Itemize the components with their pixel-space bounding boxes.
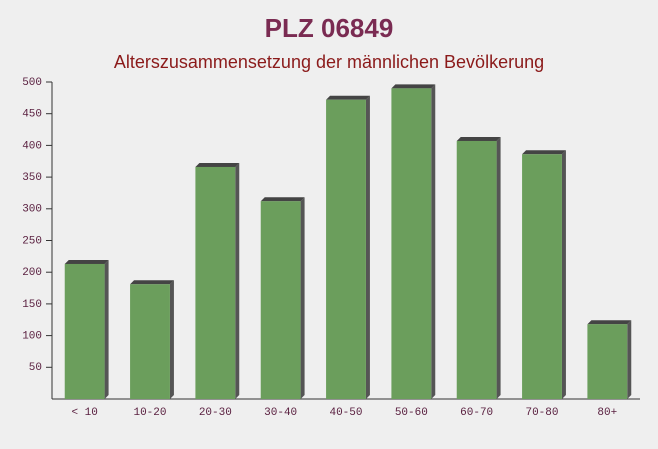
x-tick-label: 50-60 bbox=[395, 407, 428, 419]
bar-shadow bbox=[431, 84, 436, 399]
y-tick-label: 50 bbox=[29, 362, 42, 374]
bar bbox=[195, 166, 236, 399]
bar-top bbox=[456, 136, 501, 141]
y-tick-label: 350 bbox=[22, 172, 42, 184]
bar-top bbox=[587, 320, 632, 325]
bar-shadow bbox=[627, 320, 632, 399]
bar-top bbox=[260, 197, 305, 202]
bar bbox=[522, 154, 562, 399]
y-tick-label: 500 bbox=[22, 77, 42, 89]
bar-top bbox=[130, 280, 174, 285]
bar bbox=[456, 140, 497, 399]
y-tick-label: 100 bbox=[22, 331, 42, 343]
y-tick-label: 200 bbox=[22, 267, 42, 279]
bar-shadow bbox=[300, 197, 305, 399]
chart-title: PLZ 06849 bbox=[265, 13, 394, 43]
x-tick-label: 40-50 bbox=[329, 407, 362, 419]
chart-subtitle: Alterszusammensetzung der männlichen Bev… bbox=[114, 52, 544, 72]
y-tick-label: 300 bbox=[22, 204, 42, 216]
bar bbox=[391, 88, 432, 399]
bar bbox=[64, 263, 105, 399]
bar bbox=[326, 99, 366, 399]
bar-shadow bbox=[169, 280, 174, 399]
y-tick-label: 400 bbox=[22, 140, 42, 152]
x-tick-label: 10-20 bbox=[133, 407, 166, 419]
bar-shadow bbox=[496, 136, 501, 399]
bar-shadow bbox=[365, 95, 370, 399]
bar-top bbox=[522, 150, 566, 155]
bar-shadow bbox=[235, 162, 240, 399]
y-tick-label: 450 bbox=[22, 109, 42, 121]
bar bbox=[587, 324, 628, 399]
x-tick-label: 30-40 bbox=[264, 407, 297, 419]
bar-top bbox=[195, 162, 240, 167]
x-tick-label: < 10 bbox=[71, 407, 97, 419]
x-tick-label: 80+ bbox=[597, 407, 617, 419]
bar-shadow bbox=[561, 150, 566, 399]
bar-top bbox=[326, 95, 370, 100]
y-tick-label: 250 bbox=[22, 235, 42, 247]
bar bbox=[130, 284, 170, 399]
bar-top bbox=[64, 259, 109, 264]
x-tick-label: 20-30 bbox=[199, 407, 232, 419]
x-tick-label: 70-80 bbox=[525, 407, 558, 419]
x-tick-label: 60-70 bbox=[460, 407, 493, 419]
bar bbox=[260, 201, 301, 399]
y-tick-label: 150 bbox=[22, 299, 42, 311]
bar-shadow bbox=[104, 259, 109, 399]
bar-top bbox=[391, 84, 436, 89]
